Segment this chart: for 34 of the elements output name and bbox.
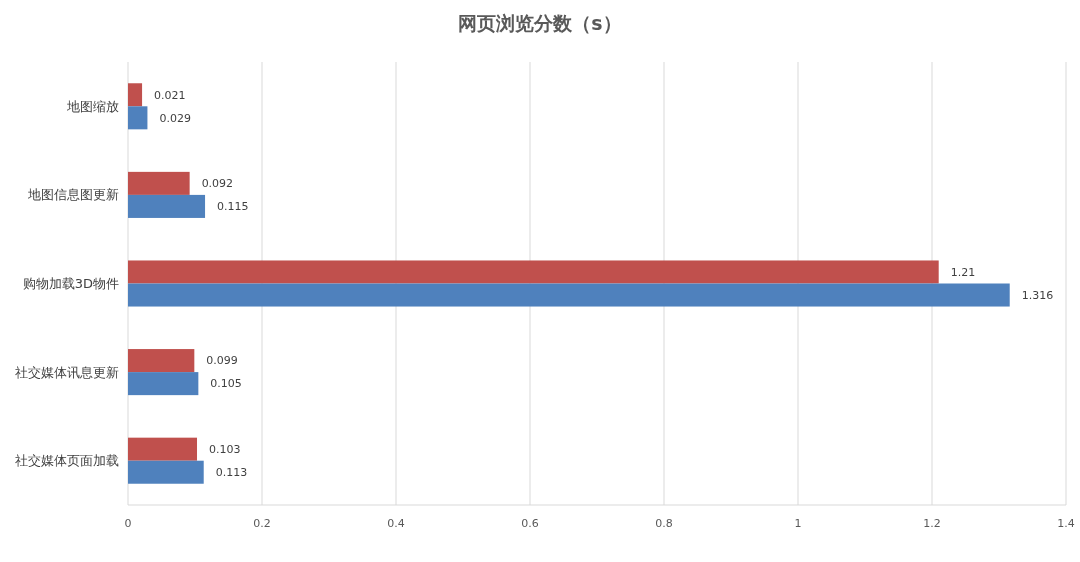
x-tick-label: 0 xyxy=(124,517,132,530)
data-label: 1.316 xyxy=(1021,288,1054,302)
data-label: 0.092 xyxy=(201,177,234,191)
data-label: 0.115 xyxy=(217,200,249,214)
bar xyxy=(128,171,190,195)
x-tick-label: 0.8 xyxy=(655,517,673,530)
bar xyxy=(128,460,204,484)
bar xyxy=(128,372,199,396)
x-tick-label: 0.4 xyxy=(387,517,405,530)
data-label: 0.099 xyxy=(206,354,238,368)
data-label: 0.021 xyxy=(154,88,186,102)
x-tick-label: 0.6 xyxy=(521,517,539,530)
x-tick-label: 1.4 xyxy=(1057,517,1075,530)
y-tick-label: 地图缩放 xyxy=(66,98,119,114)
bar xyxy=(128,106,148,130)
x-tick-label: 1 xyxy=(794,517,802,530)
bar xyxy=(128,349,195,373)
chart-title: 网页浏览分数（s） xyxy=(458,12,622,34)
x-tick-label: 1.2 xyxy=(923,517,941,530)
bar xyxy=(128,283,1010,307)
data-label: 0.113 xyxy=(215,466,248,480)
bar xyxy=(128,437,198,461)
data-label: 0.105 xyxy=(210,377,242,391)
y-tick-label: 社交媒体页面加载 xyxy=(15,453,119,469)
x-tick-label: 0.2 xyxy=(253,517,271,530)
bar xyxy=(128,194,206,218)
y-tick-label: 地图信息图更新 xyxy=(27,187,119,203)
data-label: 0.029 xyxy=(159,111,191,125)
data-label: 1.21 xyxy=(950,265,976,279)
y-tick-label: 社交媒体讯息更新 xyxy=(15,364,119,380)
bar xyxy=(128,260,939,284)
data-label: 0.103 xyxy=(209,443,241,457)
bar xyxy=(128,83,143,107)
y-tick-label: 购物加载3D物件 xyxy=(22,276,119,292)
